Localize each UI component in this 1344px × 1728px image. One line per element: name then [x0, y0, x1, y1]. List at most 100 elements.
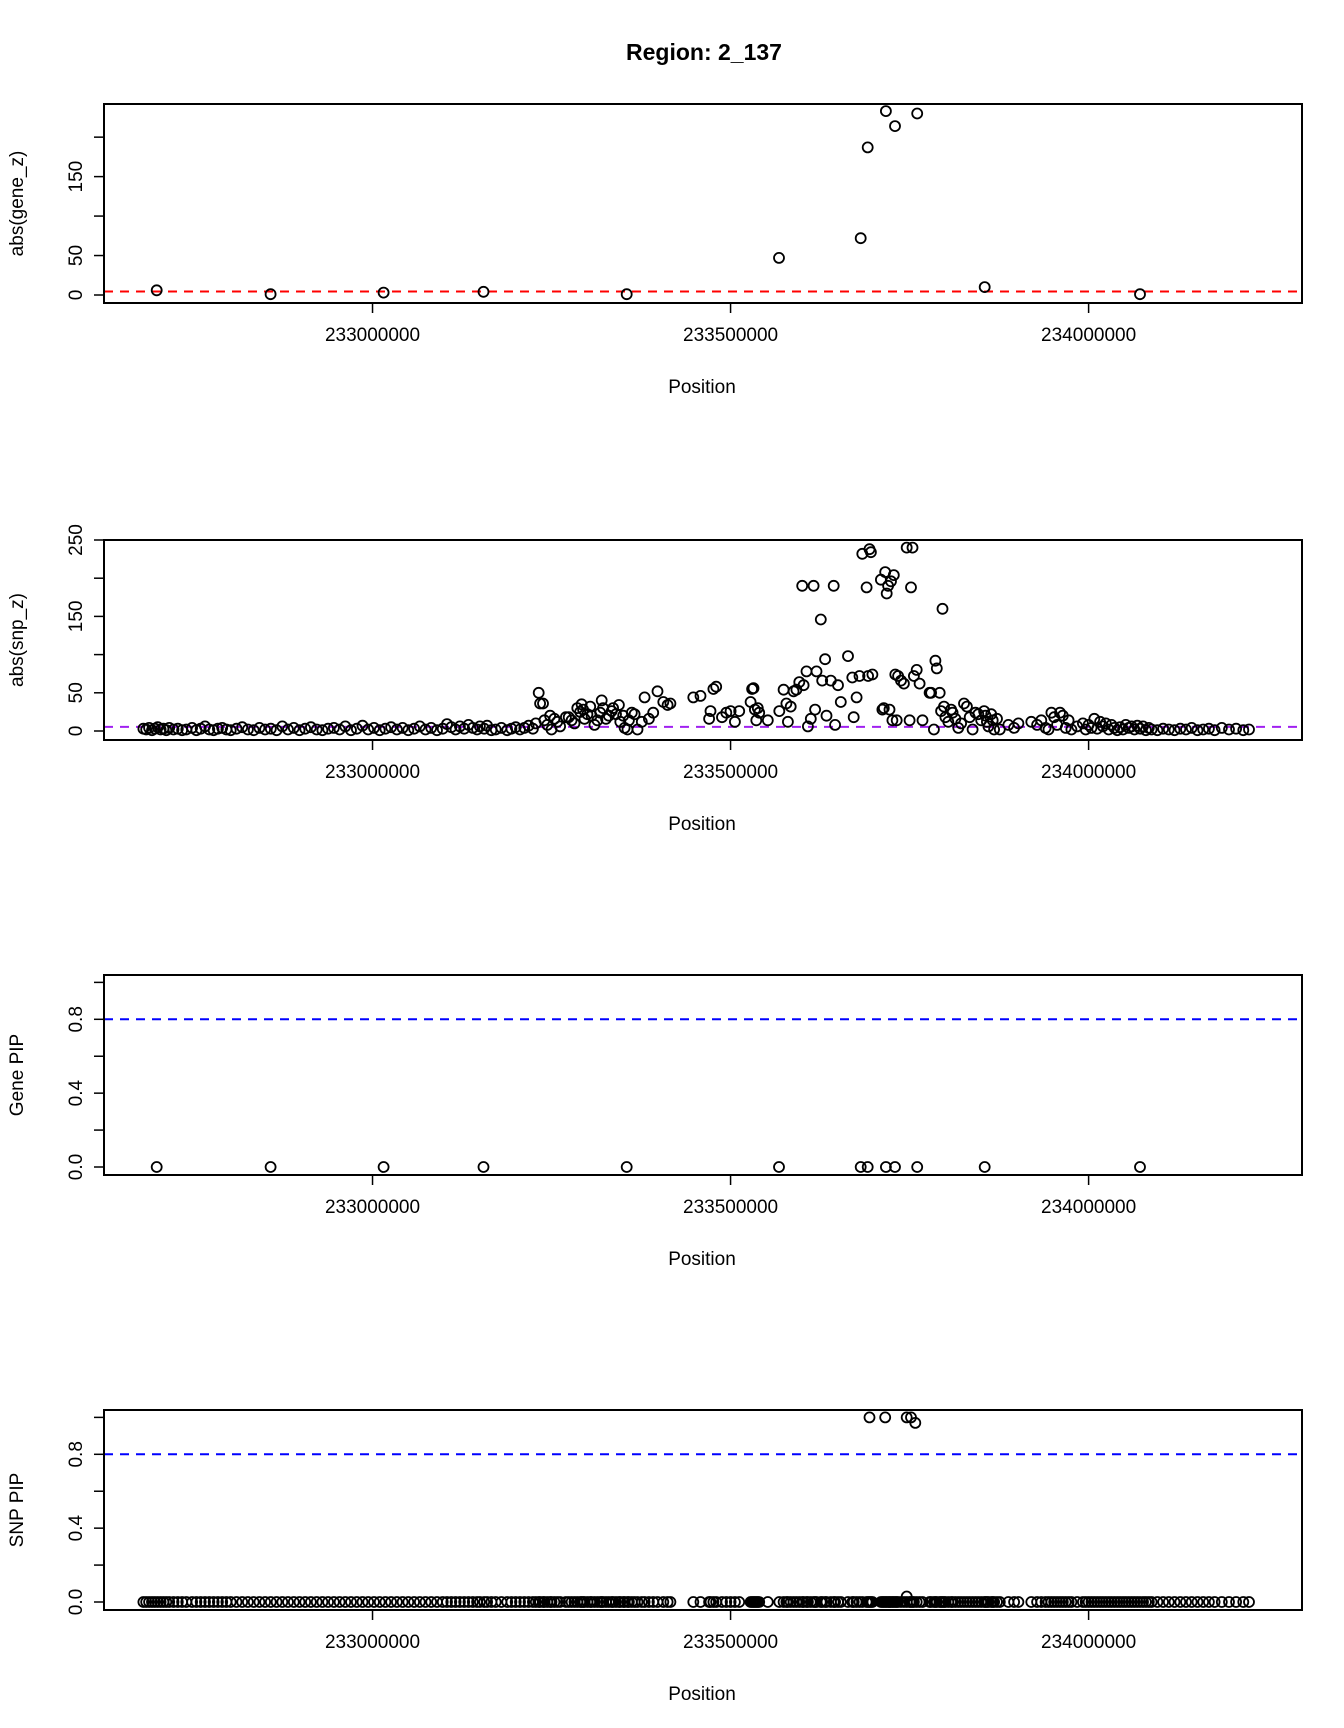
data-point	[1065, 1596, 1078, 1608]
data-point	[436, 1596, 449, 1608]
data-point	[1134, 1161, 1146, 1173]
y-tick-label: 50	[66, 245, 87, 266]
data-point	[1091, 722, 1104, 735]
data-point	[733, 1596, 746, 1608]
data-point	[489, 1596, 502, 1608]
data-point	[562, 711, 575, 724]
data-point	[747, 682, 760, 695]
data-point	[889, 1161, 901, 1173]
data-point	[911, 107, 924, 120]
data-point	[1243, 723, 1255, 736]
data-point	[834, 696, 847, 708]
x-axis-label: Position	[668, 1249, 736, 1270]
x-tick-label: 233500000	[683, 762, 778, 783]
data-point	[150, 284, 163, 297]
data-point	[402, 1596, 415, 1608]
data-point	[607, 702, 619, 714]
data-point	[304, 1596, 317, 1608]
data-point	[554, 720, 566, 733]
data-point	[419, 1596, 432, 1608]
data-point	[425, 722, 438, 734]
data-point	[993, 1596, 1006, 1608]
data-point	[802, 720, 814, 733]
data-point	[761, 714, 774, 727]
data-point	[595, 694, 608, 707]
data-point	[638, 691, 651, 704]
data-point	[385, 721, 398, 734]
data-point	[879, 1411, 892, 1424]
data-point	[620, 1161, 633, 1173]
data-point	[203, 1596, 216, 1608]
data-point	[304, 721, 317, 734]
data-point	[339, 1596, 352, 1608]
panel-gene_pip: 233000000 233500000 234000000 0.0 0.4 0.8 Posi…	[7, 974, 1303, 1270]
y-tick-label: 0.4	[66, 1515, 87, 1542]
data-point	[194, 1596, 207, 1608]
data-point	[327, 1596, 340, 1608]
data-point	[408, 1596, 421, 1608]
data-point	[895, 674, 907, 687]
data-point	[287, 1596, 300, 1608]
plot-frame	[103, 539, 1303, 741]
data-point	[886, 714, 899, 727]
data-point	[241, 1596, 254, 1608]
data-point	[1054, 706, 1066, 719]
data-point	[1237, 724, 1250, 737]
data-point	[377, 286, 390, 299]
y-tick-label: 150	[66, 161, 87, 193]
data-point	[532, 686, 545, 699]
data-point	[501, 1596, 514, 1608]
data-point	[186, 1596, 199, 1608]
data-point	[707, 683, 720, 695]
data-point	[880, 587, 893, 600]
data-point	[270, 1596, 283, 1608]
y-tick-label: 250	[66, 524, 87, 556]
data-point	[1140, 724, 1152, 737]
data-point	[299, 722, 312, 735]
data-point	[773, 1596, 786, 1608]
data-point	[1243, 1596, 1255, 1608]
data-point	[310, 1596, 323, 1608]
data-point	[880, 105, 892, 117]
data-point	[816, 674, 829, 687]
data-point	[647, 706, 660, 719]
data-point	[829, 719, 841, 731]
data-point	[1012, 717, 1025, 730]
data-point	[402, 724, 415, 737]
data-point	[471, 723, 484, 736]
data-point	[853, 670, 866, 682]
data-point	[832, 679, 844, 692]
data-point	[150, 1161, 163, 1173]
data-point	[264, 288, 277, 301]
plot-frame	[103, 1409, 1303, 1611]
plot-frame	[103, 103, 1303, 304]
data-point	[373, 724, 386, 737]
data-point	[1230, 722, 1242, 735]
data-point	[1157, 1596, 1169, 1608]
x-tick-label: 233500000	[683, 1197, 778, 1218]
data-point	[287, 722, 300, 734]
data-point	[933, 686, 946, 699]
data-point	[877, 702, 890, 714]
data-point	[643, 1596, 655, 1608]
data-point	[230, 1596, 243, 1608]
data-point	[282, 1596, 294, 1608]
y-tick-label: 150	[66, 601, 87, 633]
x-axis-label: Position	[668, 814, 736, 835]
data-point	[241, 723, 254, 736]
data-point	[890, 714, 903, 727]
data-point	[847, 711, 860, 724]
data-point	[478, 722, 491, 735]
y-tick-label: 0	[66, 726, 87, 737]
data-point	[710, 680, 723, 693]
data-point	[1223, 723, 1235, 736]
data-point	[1071, 1596, 1084, 1608]
data-point	[1215, 722, 1228, 734]
data-point	[1151, 1596, 1164, 1608]
data-point	[1012, 1596, 1025, 1608]
data-point	[299, 1596, 312, 1608]
data-point	[978, 1161, 991, 1173]
data-point	[190, 1596, 203, 1608]
data-point	[322, 1596, 335, 1608]
